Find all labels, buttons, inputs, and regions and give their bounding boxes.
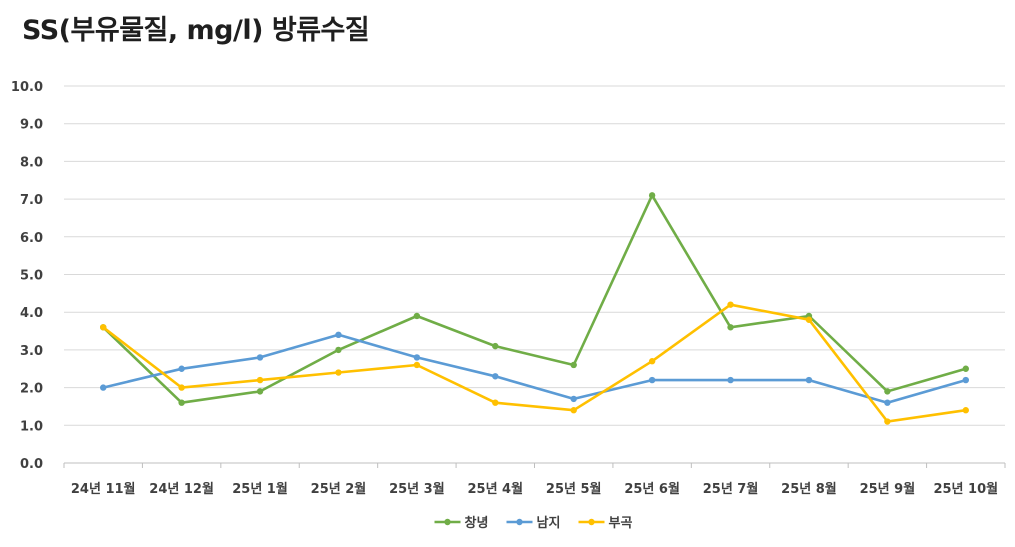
data-point	[413, 361, 421, 369]
data-point	[413, 312, 421, 320]
data-point	[335, 369, 342, 376]
series-line	[101, 194, 968, 405]
x-tick-label: 25년 8월	[781, 481, 837, 497]
series-line	[101, 303, 968, 423]
data-point	[962, 365, 969, 372]
x-tick-label: 24년 12월	[149, 481, 214, 497]
y-tick-label: 3.0	[20, 344, 43, 359]
series-3	[100, 301, 969, 425]
legend-label: 남지	[537, 515, 561, 531]
data-point	[100, 384, 107, 391]
x-tick-label: 25년 5월	[546, 481, 602, 497]
y-tick-label: 7.0	[20, 193, 43, 208]
chart-title: SS(부유물질, mg/l) 방류수질	[22, 15, 370, 46]
data-point	[335, 331, 342, 339]
data-point	[570, 361, 577, 369]
data-point	[805, 316, 813, 323]
data-point	[570, 395, 577, 403]
data-point	[178, 365, 185, 372]
legend-swatch-marker	[588, 518, 595, 526]
data-point	[492, 373, 499, 380]
data-point	[727, 324, 734, 331]
series-1	[100, 192, 969, 406]
gridlines	[64, 85, 1005, 426]
data-point	[648, 358, 656, 365]
data-point	[492, 342, 499, 350]
data-point	[648, 192, 656, 199]
data-point	[727, 376, 734, 384]
data-point	[256, 388, 264, 395]
x-tick-label: 25년 10월	[933, 481, 998, 497]
y-tick-label: 5.0	[20, 269, 43, 284]
data-point	[727, 301, 734, 308]
x-axis	[63, 462, 1006, 468]
series-line	[101, 333, 968, 405]
data-point	[805, 376, 813, 384]
data-point	[648, 376, 656, 384]
x-tick-label: 25년 7월	[703, 481, 759, 497]
y-tick-label: 9.0	[20, 118, 43, 133]
data-point	[570, 407, 577, 414]
x-tick-label: 25년 3월	[389, 481, 445, 497]
y-tick-label: 8.0	[20, 155, 43, 170]
data-point	[884, 399, 891, 406]
data-point	[884, 388, 891, 395]
data-point	[492, 399, 499, 406]
data-point	[413, 354, 421, 361]
data-point	[884, 418, 891, 425]
x-tick-label: 25년 1월	[232, 481, 288, 497]
y-tick-label: 10.0	[11, 80, 43, 95]
x-tick-label: 25년 9월	[860, 481, 916, 497]
legend-label: 부곡	[609, 516, 633, 531]
data-point	[178, 399, 185, 406]
x-tick-label: 25년 4월	[467, 481, 523, 497]
x-tick-label: 25년 2월	[311, 481, 367, 497]
legend-item: 창녕	[434, 515, 489, 531]
data-point	[335, 346, 342, 354]
y-tick-label: 6.0	[20, 231, 43, 246]
series-group	[100, 192, 969, 425]
legend-item: 부곡	[578, 516, 633, 531]
data-point	[178, 384, 185, 391]
data-point	[962, 376, 969, 384]
data-point	[256, 354, 264, 361]
y-tick-label: 2.0	[20, 382, 43, 397]
legend: 창녕 남지 부곡	[434, 515, 633, 531]
series-2	[100, 331, 969, 406]
legend-item: 남지	[506, 515, 561, 531]
x-axis-ticks: 24년 11월 24년 12월 25년 1월 25년 2월 25년 3월 25년 4월 25…	[71, 481, 998, 497]
legend-swatch-marker	[516, 518, 523, 526]
x-tick-label: 24년 11월	[71, 481, 136, 497]
y-axis-ticks: 0.0 1.0 2.0 3.0 4.0 5.0 6.0 7.0 8.0 9.0 10.0	[11, 80, 43, 472]
legend-swatch-marker	[444, 518, 451, 526]
y-tick-label: 0.0	[20, 457, 43, 472]
x-tick-label: 25년 6월	[624, 481, 680, 497]
legend-label: 창녕	[465, 515, 489, 531]
y-tick-label: 1.0	[20, 419, 43, 434]
y-tick-label: 4.0	[20, 306, 43, 321]
data-point	[962, 407, 969, 414]
data-point	[100, 324, 107, 331]
data-point	[256, 376, 264, 384]
